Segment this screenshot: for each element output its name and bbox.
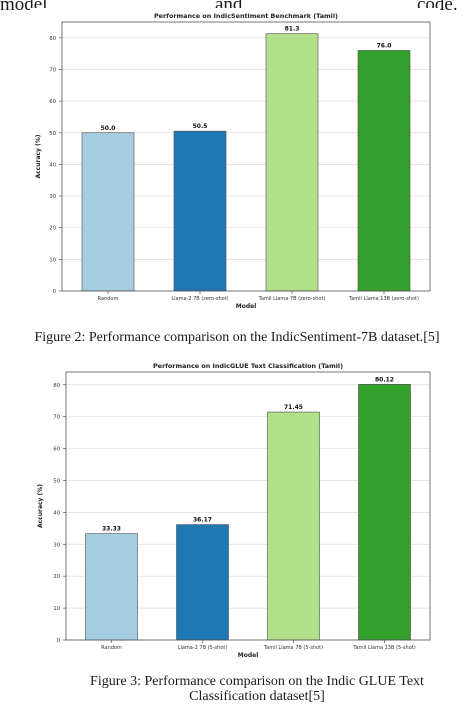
y-tick-label: 0 <box>57 638 60 644</box>
plot-frame <box>61 21 431 292</box>
y-tick-label: 50 <box>53 478 60 484</box>
bar-value-label: 36.17 <box>193 517 212 524</box>
y-tick-label: 60 <box>53 447 60 453</box>
bar <box>357 50 411 292</box>
y-tick-label: 40 <box>53 510 60 516</box>
y-tick-label: 70 <box>49 67 56 73</box>
indicsentiment-bar-chart: Performance on IndicSentiment Benchmark … <box>30 8 440 316</box>
bar-value-label: 80.12 <box>375 376 394 383</box>
x-axis-label: Model <box>238 652 259 659</box>
y-tick-label: 80 <box>49 36 56 42</box>
figure-3-caption: Figure 3: Performance comparison on the … <box>40 674 474 704</box>
y-tick-label: 20 <box>53 574 60 580</box>
figure-3-caption-line2: Classification dataset[5] <box>189 689 325 704</box>
y-tick-label: 60 <box>49 99 56 105</box>
y-axis-label: Accuracy (%) <box>37 484 44 528</box>
figure-2-chart: Performance on IndicSentiment Benchmark … <box>30 8 440 316</box>
bar-value-label: 71.45 <box>284 404 303 411</box>
indicglue-bar-chart: Performance on IndicGLUE Text Classifica… <box>32 360 440 660</box>
y-tick-label: 30 <box>49 194 56 200</box>
bar <box>265 33 319 292</box>
bar-value-label: 50.0 <box>101 125 116 132</box>
y-tick-label: 80 <box>53 383 60 389</box>
bar-value-label: 76.0 <box>377 42 392 49</box>
y-tick-label: 50 <box>49 131 56 137</box>
x-tick-label: Random <box>101 645 122 651</box>
bar <box>85 533 138 641</box>
y-tick-label: 40 <box>49 162 56 168</box>
bar <box>173 130 227 292</box>
figure-2-caption: Figure 2: Performance comparison on the … <box>0 330 474 345</box>
x-tick-label: Llama-2 7B (5-shot) <box>178 645 228 651</box>
x-tick-label: Tamil Llama 13B (zero-shot) <box>348 296 419 302</box>
chart-title: Performance on IndicGLUE Text Classifica… <box>153 362 343 370</box>
plot-frame <box>65 371 431 641</box>
y-tick-label: 0 <box>53 289 56 295</box>
bar-value-label: 33.33 <box>102 526 121 533</box>
bar <box>267 411 320 641</box>
x-tick-label: Tamil Llama 7B (zero-shot) <box>258 296 326 302</box>
x-axis-label: Model <box>236 303 257 310</box>
bar-value-label: 81.3 <box>285 26 300 33</box>
figure-3-caption-line1: Figure 3: Performance comparison on the … <box>90 674 424 689</box>
bar-value-label: 50.5 <box>193 123 208 130</box>
y-tick-label: 30 <box>53 542 60 548</box>
y-tick-label: 20 <box>49 226 56 232</box>
bar <box>81 132 135 292</box>
figure-2-caption-text: Figure 2: Performance comparison on the … <box>34 330 440 345</box>
y-axis-label: Accuracy (%) <box>35 134 42 178</box>
figure-3-chart: Performance on IndicGLUE Text Classifica… <box>32 360 440 660</box>
x-tick-label: Tamil Llama 7B (5-shot) <box>263 645 323 651</box>
bar <box>176 524 229 641</box>
y-tick-label: 10 <box>49 257 56 263</box>
x-tick-label: Llama-2 7B (zero-shot) <box>171 296 228 302</box>
y-tick-label: 10 <box>53 606 60 612</box>
y-tick-label: 70 <box>53 415 60 421</box>
x-tick-label: Random <box>98 296 119 302</box>
x-tick-label: Tamil Llama 13B (5-shot) <box>352 645 415 651</box>
bar <box>358 384 411 641</box>
chart-title: Performance on IndicSentiment Benchmark … <box>154 12 338 20</box>
